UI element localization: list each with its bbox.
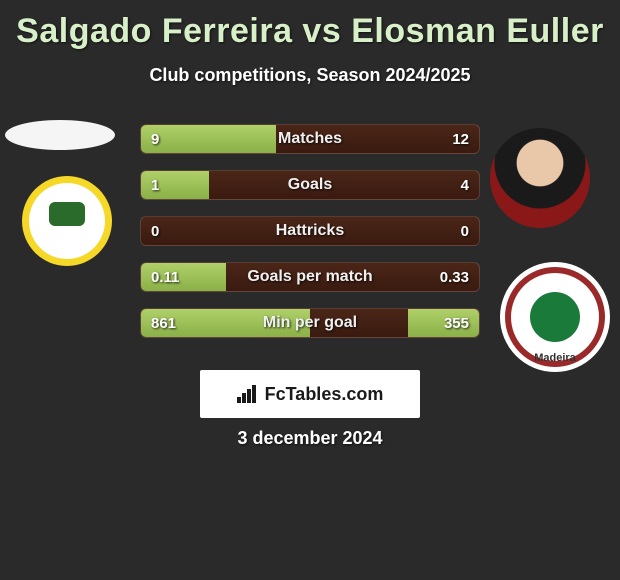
bar-label: Hattricks xyxy=(141,217,479,245)
bar-label: Min per goal xyxy=(141,309,479,337)
bar-value-left: 861 xyxy=(151,309,176,337)
player-right-avatar xyxy=(490,128,590,228)
bar-label: Matches xyxy=(141,125,479,153)
bar-value-right: 4 xyxy=(461,171,469,199)
bar-value-left: 0 xyxy=(151,217,159,245)
bar-value-left: 9 xyxy=(151,125,159,153)
site-logo-text: FcTables.com xyxy=(265,384,384,405)
bar-value-right: 355 xyxy=(444,309,469,337)
bar-row-matches: 9 Matches 12 xyxy=(140,124,480,154)
bar-row-goals: 1 Goals 4 xyxy=(140,170,480,200)
bar-value-right: 0.33 xyxy=(440,263,469,291)
page-title: Salgado Ferreira vs Elosman Euller xyxy=(0,0,620,51)
club-right-badge: Madeira xyxy=(500,262,610,372)
site-logo[interactable]: FcTables.com xyxy=(200,370,420,418)
club-left-badge xyxy=(22,176,112,266)
chart-icon xyxy=(237,385,259,403)
bar-row-goals-per-match: 0.11 Goals per match 0.33 xyxy=(140,262,480,292)
bar-value-left: 0.11 xyxy=(151,263,179,291)
bar-label: Goals per match xyxy=(141,263,479,291)
date-label: 3 december 2024 xyxy=(0,428,620,449)
comparison-bars: 9 Matches 12 1 Goals 4 0 Hattricks 0 0.1… xyxy=(140,124,480,354)
player-left-avatar-placeholder xyxy=(5,120,115,150)
bar-value-left: 1 xyxy=(151,171,159,199)
club-right-badge-label: Madeira xyxy=(500,352,610,364)
bar-row-min-per-goal: 861 Min per goal 355 xyxy=(140,308,480,338)
bar-label: Goals xyxy=(141,171,479,199)
bar-value-right: 12 xyxy=(452,125,469,153)
subtitle: Club competitions, Season 2024/2025 xyxy=(0,65,620,86)
bar-value-right: 0 xyxy=(461,217,469,245)
bar-row-hattricks: 0 Hattricks 0 xyxy=(140,216,480,246)
